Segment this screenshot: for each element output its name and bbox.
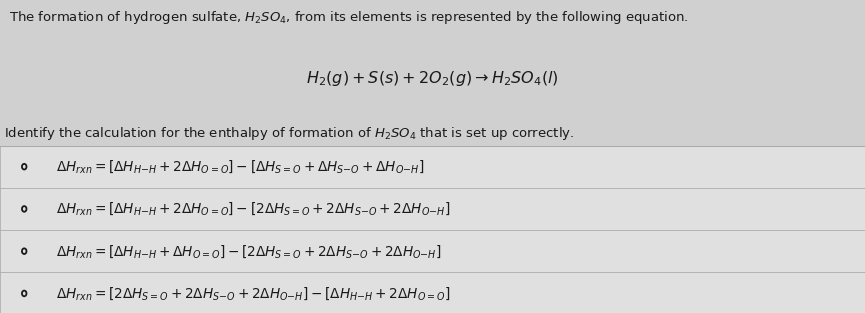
Text: $H_2(g) + S(s) + 2O_2(g) \rightarrow H_2SO_4(l)$: $H_2(g) + S(s) + 2O_2(g) \rightarrow H_2… xyxy=(306,69,559,88)
Text: $\Delta H_{rxn}=[\Delta H_{H\mathrm{-}H}+2\Delta H_{O=O}]-[2\Delta H_{S=O}+2\Del: $\Delta H_{rxn}=[\Delta H_{H\mathrm{-}H}… xyxy=(56,201,451,217)
Text: $\Delta H_{rxn}=[2\Delta H_{S=O}+2\Delta H_{S\mathrm{-}O}+2\Delta H_{O\mathrm{-}: $\Delta H_{rxn}=[2\Delta H_{S=O}+2\Delta… xyxy=(56,285,451,302)
FancyBboxPatch shape xyxy=(0,188,865,230)
FancyBboxPatch shape xyxy=(0,272,865,313)
Text: The formation of hydrogen sulfate, $\mathit{H_2SO_4}$, from its elements is repr: The formation of hydrogen sulfate, $\mat… xyxy=(9,9,689,26)
Text: Identify the calculation for the enthalpy of formation of $\mathit{H_2SO_4}$ tha: Identify the calculation for the enthalp… xyxy=(4,125,574,142)
Text: $\Delta H_{rxn}=[\Delta H_{H\mathrm{-}H}+2\Delta H_{O=O}]-[\Delta H_{S=O}+\Delta: $\Delta H_{rxn}=[\Delta H_{H\mathrm{-}H}… xyxy=(56,158,425,175)
FancyBboxPatch shape xyxy=(0,146,865,188)
FancyBboxPatch shape xyxy=(0,230,865,272)
Text: $\Delta H_{rxn}=[\Delta H_{H\mathrm{-}H}+\Delta H_{O=O}]-[2\Delta H_{S=O}+2\Delt: $\Delta H_{rxn}=[\Delta H_{H\mathrm{-}H}… xyxy=(56,243,442,259)
